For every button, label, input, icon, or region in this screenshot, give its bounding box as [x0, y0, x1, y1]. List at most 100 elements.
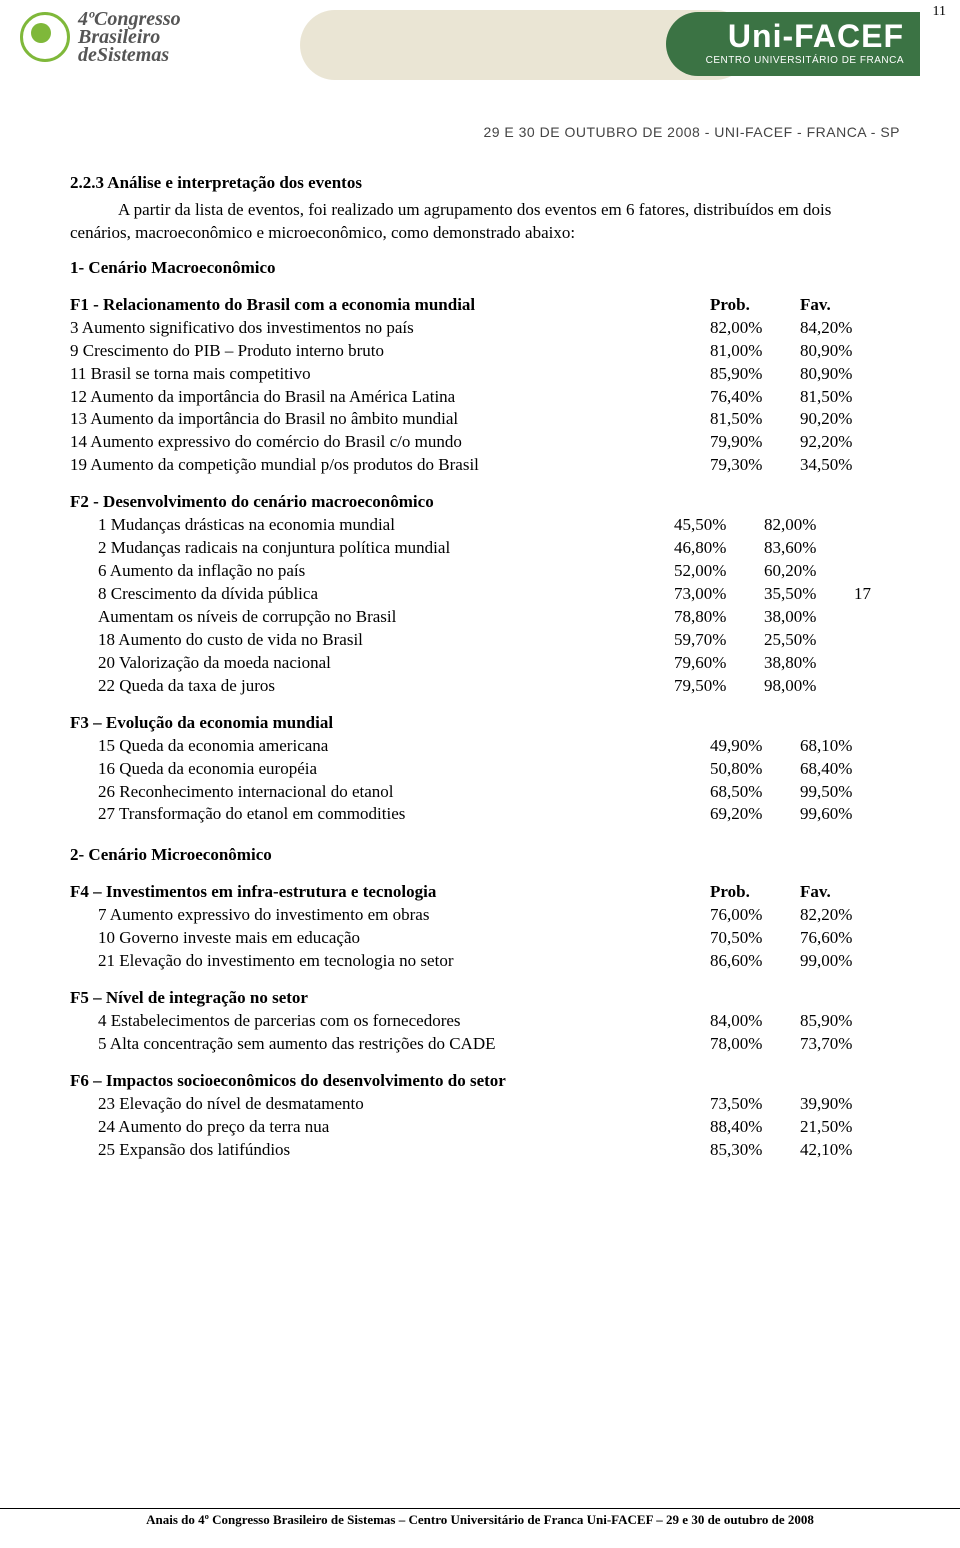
row-prob: 81,00%	[710, 340, 800, 363]
row-fav: 21,50%	[800, 1116, 890, 1139]
table-row: 21 Elevação do investimento em tecnologi…	[70, 950, 890, 973]
cenario-2-title: 2- Cenário Microeconômico	[70, 844, 890, 867]
f2-title: F2 - Desenvolvimento do cenário macroeco…	[70, 491, 890, 514]
table-row: 2 Mudanças radicais na conjuntura políti…	[70, 537, 890, 560]
row-label: 8 Crescimento da dívida pública	[70, 583, 674, 606]
brand-subtext: CENTRO UNIVERSITÁRIO DE FRANCA	[706, 55, 904, 66]
f6-title: F6 – Impactos socioeconômicos do desenvo…	[70, 1070, 890, 1093]
row-prob: 73,00%	[674, 583, 764, 606]
row-label: 14 Aumento expressivo do comércio do Bra…	[70, 431, 710, 454]
table-row: 4 Estabelecimentos de parcerias com os f…	[70, 1010, 890, 1033]
table-row: 19 Aumento da competição mundial p/os pr…	[70, 454, 890, 477]
f5-title: F5 – Nível de integração no setor	[70, 987, 890, 1010]
row-prob: 85,30%	[710, 1139, 800, 1162]
factor-f5: F5 – Nível de integração no setor 4 Esta…	[70, 987, 890, 1056]
row-fav: 73,70%	[800, 1033, 890, 1056]
row-prob: 78,80%	[674, 606, 764, 629]
row-label: 23 Elevação do nível de desmatamento	[70, 1093, 710, 1116]
section-intro: A partir da lista de eventos, foi realiz…	[70, 199, 890, 245]
col-fav-header-2: Fav.	[800, 881, 890, 904]
row-prob: 79,30%	[710, 454, 800, 477]
section-heading: 2.2.3 Análise e interpretação dos evento…	[70, 172, 890, 195]
col-prob-header: Prob.	[710, 294, 800, 317]
row-label: 13 Aumento da importância do Brasil no â…	[70, 408, 710, 431]
table-row: 25 Expansão dos latifúndios85,30%42,10%	[70, 1139, 890, 1162]
header-left-logo: 4ºCongresso Brasileiro deSistemas	[20, 10, 181, 64]
row-fav: 25,50%	[764, 629, 854, 652]
row-label: 24 Aumento do preço da terra nua	[70, 1116, 710, 1139]
row-fav: 99,00%	[800, 950, 890, 973]
table-row: 3 Aumento significativo dos investimento…	[70, 317, 890, 340]
row-label: 22 Queda da taxa de juros	[70, 675, 674, 698]
row-label: 7 Aumento expressivo do investimento em …	[70, 904, 710, 927]
table-row: 7 Aumento expressivo do investimento em …	[70, 904, 890, 927]
f3-title: F3 – Evolução da economia mundial	[70, 712, 890, 735]
logo-line-3: deSistemas	[78, 46, 181, 64]
row-fav: 39,90%	[800, 1093, 890, 1116]
row-fav: 38,80%	[764, 652, 854, 675]
row-label: 6 Aumento da inflação no país	[70, 560, 674, 583]
row-prob: 46,80%	[674, 537, 764, 560]
row-label: Aumentam os níveis de corrupção no Brasi…	[70, 606, 674, 629]
table-row: 15 Queda da economia americana49,90%68,1…	[70, 735, 890, 758]
row-fav: 80,90%	[800, 340, 890, 363]
row-fav: 83,60%	[764, 537, 854, 560]
row-label: 10 Governo investe mais em educação	[70, 927, 710, 950]
factor-f4: F4 – Investimentos em infra-estrutura e …	[70, 881, 890, 973]
row-prob: 84,00%	[710, 1010, 800, 1033]
row-label: 16 Queda da economia européia	[70, 758, 710, 781]
table-row: 1 Mudanças drásticas na economia mundial…	[70, 514, 890, 537]
date-strip: 29 E 30 DE OUTUBRO DE 2008 - UNI-FACEF -…	[0, 120, 960, 152]
row-fav: 76,60%	[800, 927, 890, 950]
page-footer: Anais do 4º Congresso Brasileiro de Sist…	[0, 1508, 960, 1528]
table-row: 23 Elevação do nível de desmatamento73,5…	[70, 1093, 890, 1116]
row-label: 1 Mudanças drásticas na economia mundial	[70, 514, 674, 537]
row-fav: 92,20%	[800, 431, 890, 454]
table-row: 16 Queda da economia européia50,80%68,40…	[70, 758, 890, 781]
row-fav: 80,90%	[800, 363, 890, 386]
table-row: 24 Aumento do preço da terra nua88,40%21…	[70, 1116, 890, 1139]
row-prob: 79,90%	[710, 431, 800, 454]
table-row: 12 Aumento da importância do Brasil na A…	[70, 386, 890, 409]
row-label: 26 Reconhecimento internacional do etano…	[70, 781, 710, 804]
table-row: 27 Transformação do etanol em commoditie…	[70, 803, 890, 826]
table-row: 26 Reconhecimento internacional do etano…	[70, 781, 890, 804]
row-prob: 76,00%	[710, 904, 800, 927]
row-fav: 60,20%	[764, 560, 854, 583]
row-extra: 17	[854, 583, 890, 606]
table-row: 20 Valorização da moeda nacional79,60%38…	[70, 652, 890, 675]
row-fav: 85,90%	[800, 1010, 890, 1033]
row-prob: 59,70%	[674, 629, 764, 652]
factor-f6: F6 – Impactos socioeconômicos do desenvo…	[70, 1070, 890, 1162]
row-prob: 45,50%	[674, 514, 764, 537]
row-prob: 49,90%	[710, 735, 800, 758]
row-fav: 68,40%	[800, 758, 890, 781]
f1-title: F1 - Relacionamento do Brasil com a econ…	[70, 294, 710, 317]
f4-title: F4 – Investimentos em infra-estrutura e …	[70, 881, 710, 904]
table-row: 8 Crescimento da dívida pública73,00%35,…	[70, 583, 890, 606]
table-row: Aumentam os níveis de corrupção no Brasi…	[70, 606, 890, 629]
factor-f3: F3 – Evolução da economia mundial 15 Que…	[70, 712, 890, 827]
header-right-brand: Uni-FACEF CENTRO UNIVERSITÁRIO DE FRANCA	[666, 12, 920, 76]
row-fav: 84,20%	[800, 317, 890, 340]
factor-f1: F1 - Relacionamento do Brasil com a econ…	[70, 294, 890, 478]
row-prob: 52,00%	[674, 560, 764, 583]
row-label: 3 Aumento significativo dos investimento…	[70, 317, 710, 340]
row-prob: 86,60%	[710, 950, 800, 973]
row-label: 2 Mudanças radicais na conjuntura políti…	[70, 537, 674, 560]
row-fav: 68,10%	[800, 735, 890, 758]
row-fav: 38,00%	[764, 606, 854, 629]
row-prob: 69,20%	[710, 803, 800, 826]
logo-text: 4ºCongresso Brasileiro deSistemas	[78, 10, 181, 64]
table-row: 10 Governo investe mais em educação70,50…	[70, 927, 890, 950]
row-label: 20 Valorização da moeda nacional	[70, 652, 674, 675]
row-prob: 85,90%	[710, 363, 800, 386]
row-prob: 88,40%	[710, 1116, 800, 1139]
row-fav: 82,00%	[764, 514, 854, 537]
row-fav: 90,20%	[800, 408, 890, 431]
page-number-top: 11	[933, 4, 946, 20]
row-prob: 50,80%	[710, 758, 800, 781]
row-prob: 73,50%	[710, 1093, 800, 1116]
table-row: 9 Crescimento do PIB – Produto interno b…	[70, 340, 890, 363]
row-label: 25 Expansão dos latifúndios	[70, 1139, 710, 1162]
